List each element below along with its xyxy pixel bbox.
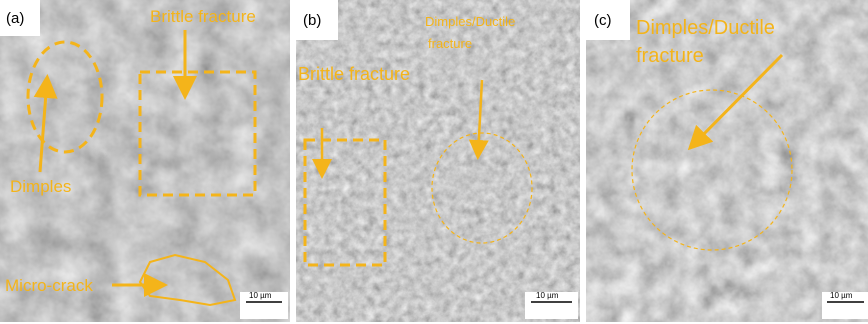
scale-label: 10 µm xyxy=(830,291,853,300)
panel-label: (a) xyxy=(6,10,24,27)
sem-image xyxy=(586,0,868,322)
annotation: Brittle fracture xyxy=(150,7,256,26)
annotation: Dimples/Ductile xyxy=(636,17,775,39)
annotation: Dimples xyxy=(10,177,71,196)
figure: (a) Brittle fracture Dimples Micro-crack… xyxy=(0,0,868,324)
annotation: Brittle fracture xyxy=(298,64,410,84)
annotation: fracture xyxy=(636,45,704,67)
scale-label: 10 µm xyxy=(249,291,272,300)
panel-label: (b) xyxy=(303,12,321,29)
annotation: fracture xyxy=(428,36,472,51)
annotation: Micro-crack xyxy=(5,276,93,295)
panel-label: (c) xyxy=(594,12,612,29)
panel-a: (a) Brittle fracture Dimples Micro-crack… xyxy=(0,0,290,322)
annotation: Dimples/Ductile xyxy=(425,14,515,29)
panel-c: (c) Dimples/Ductile fracture 10 µm xyxy=(586,0,868,322)
scale-label: 10 µm xyxy=(536,291,559,300)
panel-b: (b) Dimples/Ductile fracture Brittle fra… xyxy=(296,0,580,322)
